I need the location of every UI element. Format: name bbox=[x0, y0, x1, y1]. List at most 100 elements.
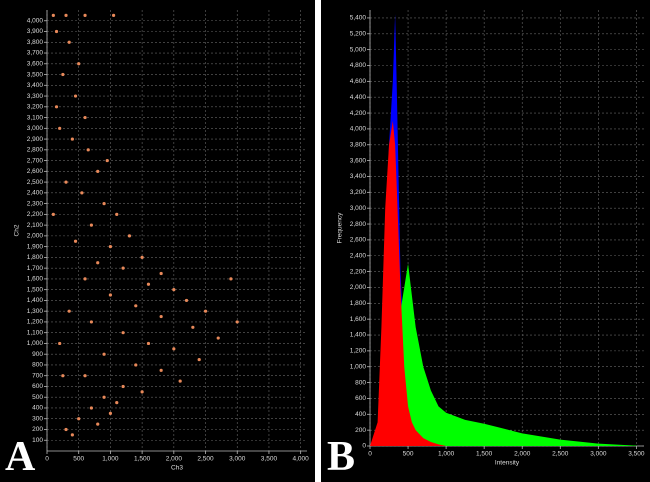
panel-b bbox=[321, 0, 650, 482]
y-tick-label: 3,500 bbox=[27, 71, 44, 78]
point bbox=[58, 126, 62, 130]
x-axis-label: Intensity bbox=[495, 460, 520, 467]
point bbox=[96, 261, 100, 265]
point bbox=[172, 288, 176, 292]
y-tick-label: 3,200 bbox=[27, 104, 44, 111]
point bbox=[127, 234, 132, 238]
y-tick-label: 2,800 bbox=[350, 221, 367, 228]
x-tick-label: 500 bbox=[403, 451, 414, 458]
x-tick-label: 1,000 bbox=[438, 451, 455, 458]
point bbox=[134, 363, 138, 367]
point bbox=[229, 277, 233, 281]
x-tick-label: 0 bbox=[45, 456, 49, 463]
panel-label: A bbox=[5, 434, 36, 480]
point bbox=[89, 406, 93, 410]
x-tick-label: 2,000 bbox=[166, 456, 183, 463]
point bbox=[178, 379, 182, 383]
point bbox=[51, 13, 55, 17]
y-tick-label: 5,200 bbox=[350, 31, 367, 38]
panel-label: B bbox=[327, 434, 355, 480]
point bbox=[115, 400, 119, 405]
point bbox=[70, 433, 74, 437]
point bbox=[61, 374, 65, 378]
y-tick-label: 500 bbox=[32, 394, 43, 401]
y-tick-label: 1,200 bbox=[27, 319, 44, 326]
y-tick-label: 1,900 bbox=[27, 243, 44, 250]
x-tick-label: 3,000 bbox=[590, 451, 607, 458]
y-tick-label: 1,100 bbox=[27, 329, 44, 336]
y-tick-label: 2,400 bbox=[350, 252, 367, 259]
point bbox=[67, 40, 71, 44]
y-tick-label: 1,600 bbox=[27, 276, 44, 283]
y-tick-label: 2,000 bbox=[350, 284, 367, 291]
x-tick-label: 2,500 bbox=[552, 451, 569, 458]
point bbox=[191, 325, 195, 329]
y-tick-label: 1,800 bbox=[27, 254, 44, 261]
y-tick-label: 900 bbox=[32, 351, 43, 358]
point bbox=[86, 148, 90, 152]
point bbox=[102, 202, 106, 206]
point bbox=[121, 266, 125, 270]
point bbox=[51, 212, 55, 216]
y-tick-label: 1,600 bbox=[350, 316, 367, 323]
y-tick-label: 5,400 bbox=[350, 15, 367, 22]
point bbox=[159, 314, 163, 319]
y-tick-label: 800 bbox=[32, 362, 43, 369]
y-tick-label: 4,600 bbox=[350, 78, 367, 85]
point bbox=[96, 169, 100, 173]
y-tick-label: 100 bbox=[32, 437, 43, 444]
area bbox=[370, 120, 637, 447]
point bbox=[89, 320, 93, 324]
y-tick-label: 2,900 bbox=[27, 136, 44, 143]
y-tick-label: 3,800 bbox=[350, 141, 367, 148]
y-tick-label: 1,400 bbox=[27, 297, 44, 304]
point bbox=[80, 191, 84, 195]
y-tick-label: 2,400 bbox=[27, 190, 44, 197]
y-tick-label: 2,200 bbox=[27, 211, 44, 218]
y-tick-label: 3,200 bbox=[350, 189, 367, 196]
y-tick-label: 3,400 bbox=[27, 82, 44, 89]
y-tick-label: 2,600 bbox=[27, 168, 44, 175]
point bbox=[83, 115, 87, 120]
y-tick-label: 1,700 bbox=[27, 265, 44, 272]
y-tick-label: 1,500 bbox=[27, 286, 44, 293]
y-tick-label: 600 bbox=[355, 395, 366, 402]
point bbox=[216, 336, 220, 340]
y-tick-label: 700 bbox=[32, 372, 43, 379]
x-tick-label: 2,000 bbox=[514, 451, 531, 458]
point bbox=[73, 94, 78, 98]
y-tick-label: 2,600 bbox=[350, 237, 367, 244]
point bbox=[73, 239, 78, 243]
y-tick-label: 4,000 bbox=[27, 17, 44, 24]
y-tick-label: 4,400 bbox=[350, 94, 367, 101]
y-tick-label: 600 bbox=[32, 383, 43, 390]
x-tick-label: 3,500 bbox=[261, 456, 278, 463]
point bbox=[159, 368, 163, 372]
point bbox=[115, 212, 119, 216]
point bbox=[197, 357, 201, 362]
x-tick-label: 500 bbox=[73, 456, 84, 463]
point bbox=[121, 384, 125, 389]
point bbox=[54, 29, 59, 34]
point bbox=[58, 341, 62, 346]
point bbox=[102, 395, 106, 399]
point bbox=[70, 137, 74, 141]
y-tick-label: 4,200 bbox=[350, 110, 367, 117]
y-tick-label: 300 bbox=[32, 415, 43, 422]
x-tick-label: 3,500 bbox=[628, 451, 645, 458]
point bbox=[140, 390, 144, 394]
y-tick-label: 3,900 bbox=[27, 28, 44, 35]
point bbox=[54, 105, 59, 109]
x-tick-label: 1,500 bbox=[134, 456, 151, 463]
y-tick-label: 1,200 bbox=[350, 348, 367, 355]
point bbox=[121, 331, 125, 335]
point bbox=[67, 309, 71, 313]
y-tick-label: 4,000 bbox=[350, 126, 367, 133]
y-tick-label: 800 bbox=[355, 379, 366, 386]
point bbox=[108, 245, 113, 249]
y-tick-label: 3,000 bbox=[27, 125, 44, 132]
y-tick-label: 200 bbox=[32, 426, 43, 433]
point bbox=[105, 158, 109, 163]
point bbox=[77, 62, 81, 66]
point bbox=[64, 180, 68, 184]
